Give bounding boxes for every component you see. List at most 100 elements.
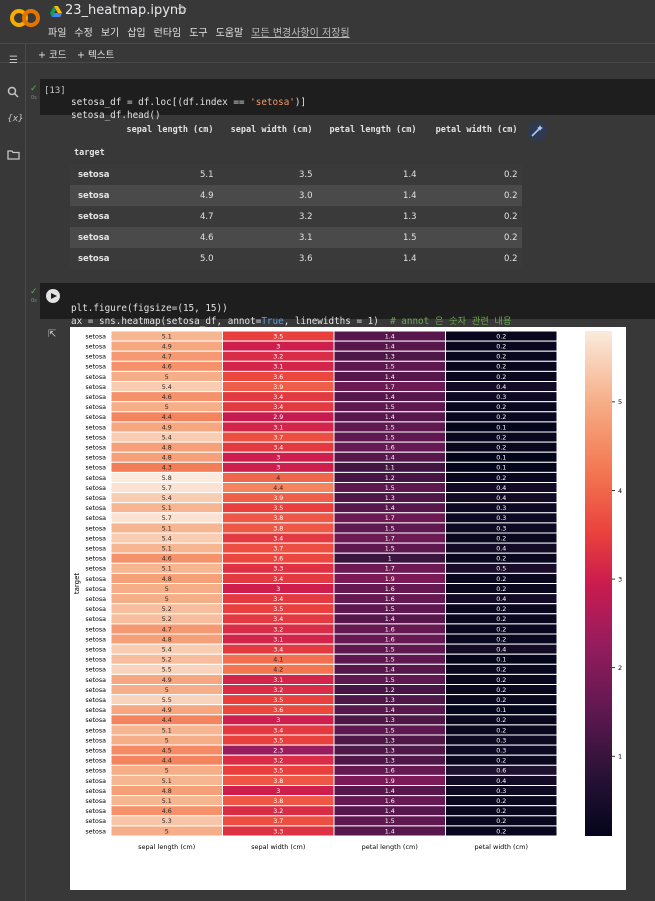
row-tick-label: setosa (85, 495, 106, 502)
cell-annotation: 0.4 (496, 485, 506, 492)
cell-annotation: 1.4 (385, 343, 395, 350)
menu-view[interactable]: 보기 (100, 28, 120, 39)
cell-annotation: 1.4 (385, 414, 395, 421)
cell-annotation: 1.7 (385, 515, 395, 522)
add-code-button[interactable]: + 코드 (38, 50, 67, 61)
cell2-code[interactable]: plt.figure(figsize=(15, 15)) ax = sns.he… (71, 303, 512, 327)
search-icon[interactable] (7, 86, 20, 99)
cell-annotation: 0.2 (496, 374, 506, 381)
row-tick-label: setosa (85, 657, 106, 664)
cell-annotation: 3.4 (273, 727, 283, 734)
cell-annotation: 0.2 (496, 606, 506, 613)
cell-annotation: 0.4 (496, 596, 506, 603)
cell-annotation: 3.5 (273, 737, 283, 744)
row-tick-label: setosa (85, 636, 106, 643)
cell-annotation: 1.5 (385, 545, 395, 552)
cell-annotation: 3 (276, 717, 280, 724)
toc-icon[interactable]: ☰ (9, 55, 18, 66)
magic-wand-icon[interactable] (527, 121, 547, 141)
cell-annotation: 3.2 (273, 354, 283, 361)
cell-annotation: 3.4 (273, 616, 283, 623)
table-cell: 0.2 (420, 164, 522, 185)
cell-annotation: 3.8 (273, 798, 283, 805)
add-text-button[interactable]: + 텍스트 (77, 50, 115, 61)
menu-tools[interactable]: 도구 (189, 28, 208, 39)
run-cell-button[interactable] (46, 289, 60, 303)
cell-annotation: 4.9 (162, 707, 172, 714)
cell-annotation: 0.2 (496, 535, 506, 542)
cell-annotation: 5.1 (162, 778, 172, 785)
menu-runtime[interactable]: 런타임 (153, 28, 182, 39)
row-tick-label: setosa (85, 364, 106, 371)
cell1-code[interactable]: setosa_df = df.loc[(df.index == 'setosa'… (71, 97, 307, 121)
cell-annotation: 1 (388, 556, 392, 563)
cell-annotation: 4.4 (162, 758, 172, 765)
row-tick-label: setosa (85, 646, 106, 653)
menu-edit[interactable]: 수정 (74, 28, 93, 39)
row-index: setosa (70, 248, 114, 269)
cell-annotation: 3 (276, 343, 280, 350)
cell-annotation: 4.4 (162, 414, 172, 421)
folder-icon[interactable] (7, 148, 20, 161)
star-icon[interactable]: ☆ (176, 3, 188, 18)
cell-annotation: 1.3 (385, 717, 395, 724)
cell-annotation: 3.4 (273, 535, 283, 542)
cell-annotation: 0.2 (496, 354, 506, 361)
table-row: setosa 5.0 3.6 1.4 0.2 (70, 248, 522, 269)
row-tick-label: setosa (85, 677, 106, 684)
colorbar (585, 331, 612, 836)
cell-annotation: 3.4 (273, 596, 283, 603)
variables-icon[interactable]: {x} (7, 114, 24, 124)
cell-annotation: 5 (165, 374, 169, 381)
cell-annotation: 0.2 (496, 667, 506, 674)
cell-annotation: 1.7 (385, 384, 395, 391)
output-icon[interactable]: ⇱ (48, 329, 57, 340)
drive-icon[interactable] (50, 6, 62, 17)
cell-annotation: 3.5 (273, 333, 283, 340)
row-tick-label: setosa (85, 737, 106, 744)
cell-annotation: 5.1 (162, 566, 172, 573)
table-cell: 3.6 (217, 248, 317, 269)
cell-annotation: 4.6 (162, 556, 172, 563)
cell-annotation: 4.8 (162, 788, 172, 795)
cell-annotation: 1.3 (385, 737, 395, 744)
row-tick-label: setosa (85, 465, 106, 472)
cell-annotation: 3.1 (273, 636, 283, 643)
code-cell-2[interactable] (40, 283, 655, 319)
cell-annotation: 4.9 (162, 677, 172, 684)
notebook-title[interactable]: 23_heatmap.ipynb (65, 3, 187, 18)
cell-annotation: 5.2 (162, 657, 172, 664)
row-tick-label: setosa (85, 424, 106, 431)
table-cell: 1.3 (316, 206, 421, 227)
menu-insert[interactable]: 삽입 (127, 28, 146, 39)
row-tick-label: setosa (85, 556, 106, 563)
cell-annotation: 4.9 (162, 343, 172, 350)
cell-annotation: 4.8 (162, 576, 172, 583)
cell-annotation: 3.5 (273, 505, 283, 512)
cell-annotation: 1.4 (385, 808, 395, 815)
column-tick-label: sepal length (cm) (138, 843, 195, 851)
menu-file[interactable]: 파일 (48, 28, 67, 39)
cell-annotation: 2.3 (273, 747, 283, 754)
cell-annotation: 5.4 (162, 646, 172, 653)
cell-annotation: 3.3 (273, 828, 283, 835)
table-cell: 1.4 (316, 164, 421, 185)
cell-annotation: 1.9 (385, 778, 395, 785)
cell-annotation: 3.2 (273, 687, 283, 694)
colab-logo[interactable] (10, 7, 40, 29)
row-tick-label: setosa (85, 515, 106, 522)
cell-annotation: 2.9 (273, 414, 283, 421)
cell-annotation: 5.5 (162, 667, 172, 674)
saved-status[interactable]: 모든 변경사항이 저장됨 (251, 28, 350, 39)
cell2-time: 0s (31, 298, 37, 304)
cell-annotation: 0.2 (496, 727, 506, 734)
cell-annotation: 5.4 (162, 434, 172, 441)
code-cell-1[interactable] (40, 79, 655, 115)
cell-annotation: 3.1 (273, 364, 283, 371)
cell-annotation: 1.4 (385, 788, 395, 795)
cell-annotation: 5.1 (162, 727, 172, 734)
cell-annotation: 5.2 (162, 616, 172, 623)
menu-help[interactable]: 도움말 (215, 28, 244, 39)
cell-annotation: 1.5 (385, 485, 395, 492)
cell-annotation: 3 (276, 586, 280, 593)
